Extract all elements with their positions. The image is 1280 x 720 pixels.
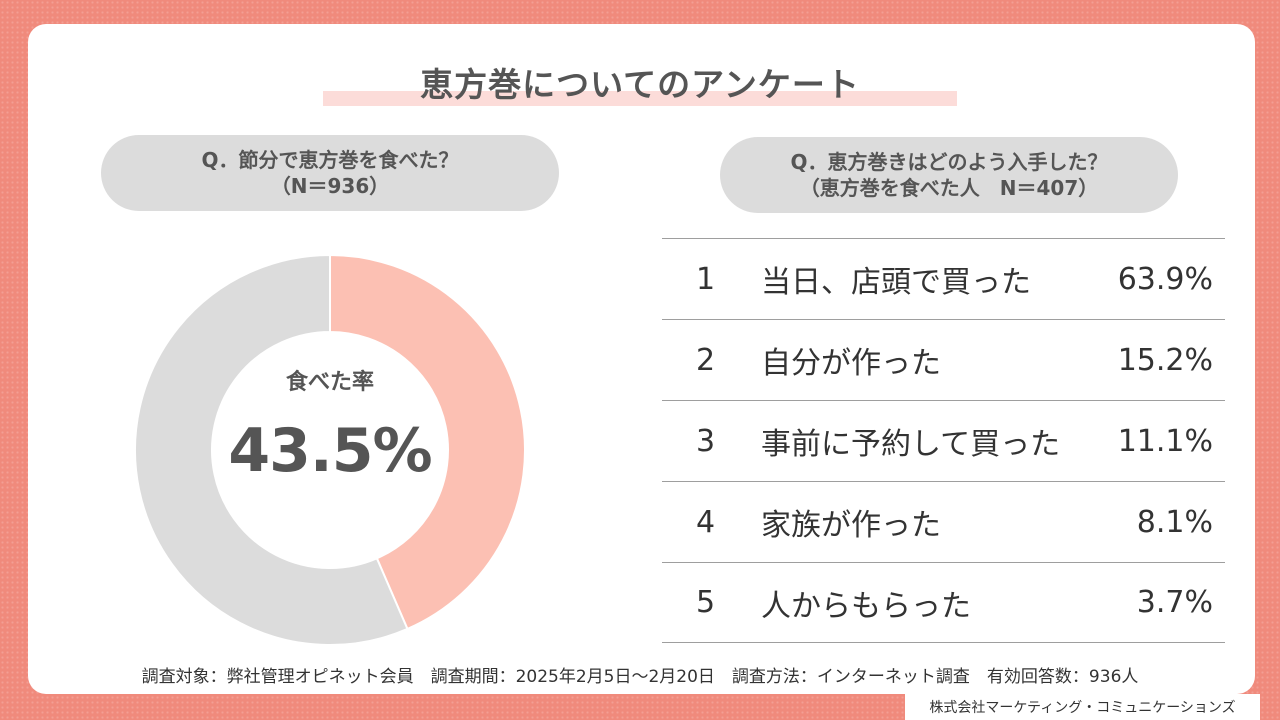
- rank-number: 5: [696, 585, 716, 620]
- right-question-text: Q．恵方巻きはどのよう入手した？: [790, 150, 1108, 174]
- donut-chart: [134, 253, 526, 646]
- rank-number: 4: [696, 504, 716, 540]
- title-block: 恵方巻についてのアンケート: [323, 58, 957, 108]
- left-question-sample: （N＝936）: [270, 174, 390, 198]
- rank-number: 1: [696, 261, 716, 297]
- title-highlight: [323, 91, 957, 106]
- rank-label: 事前に予約して買った: [761, 427, 1061, 462]
- table-row: 5 人からもらった 3.7%: [662, 562, 1225, 643]
- page-title: 恵方巻についてのアンケート: [420, 65, 860, 104]
- rank-label: 家族が作った: [761, 508, 941, 543]
- rank-percent: 8.1%: [1136, 504, 1213, 540]
- right-question-pill: Q．恵方巻きはどのよう入手した？ （恵方巻を食べた人 N＝407）: [720, 137, 1178, 213]
- left-question-pill: Q．節分で恵方巻を食べた？ （N＝936）: [101, 135, 559, 211]
- survey-footnote: 調査対象：弊社管理オピネット会員 調査期間：2025年2月5日～2月20日 調査…: [141, 667, 1139, 687]
- rank-number: 2: [696, 342, 716, 378]
- donut-slice-ate: [329, 253, 526, 631]
- table-row: 2 自分が作った 15.2%: [662, 319, 1225, 400]
- rank-percent: 15.2%: [1117, 342, 1213, 378]
- ranking-table: 1 当日、店頭で買った 63.9% 2 自分が作った 15.2% 3 事前に予約して買った 11…: [662, 238, 1225, 643]
- rank-label: 人からもらった: [761, 588, 971, 624]
- donut-center-label: 食べた率: [285, 370, 374, 395]
- table-row: 1 当日、店頭で買った 63.9%: [662, 238, 1225, 319]
- rank-label: 自分が作った: [761, 346, 941, 381]
- company-credit: 株式会社マーケティング・コミュニケーションズ: [905, 694, 1260, 720]
- donut-center-value: 43.5%: [228, 416, 432, 486]
- table-row: 4 家族が作った 8.1%: [662, 481, 1225, 562]
- donut-slice-not-ate: [134, 253, 409, 646]
- rank-percent: 3.7%: [1136, 585, 1213, 620]
- rank-percent: 11.1%: [1117, 423, 1213, 459]
- left-question-text: Q．節分で恵方巻を食べた？: [201, 148, 459, 172]
- rank-number: 3: [696, 423, 716, 459]
- rank-percent: 63.9%: [1117, 261, 1213, 297]
- rank-label: 当日、店頭で買った: [761, 265, 1031, 300]
- table-row: 3 事前に予約して買った 11.1%: [662, 400, 1225, 481]
- right-question-sample: （恵方巻を食べた人 N＝407）: [799, 176, 1099, 200]
